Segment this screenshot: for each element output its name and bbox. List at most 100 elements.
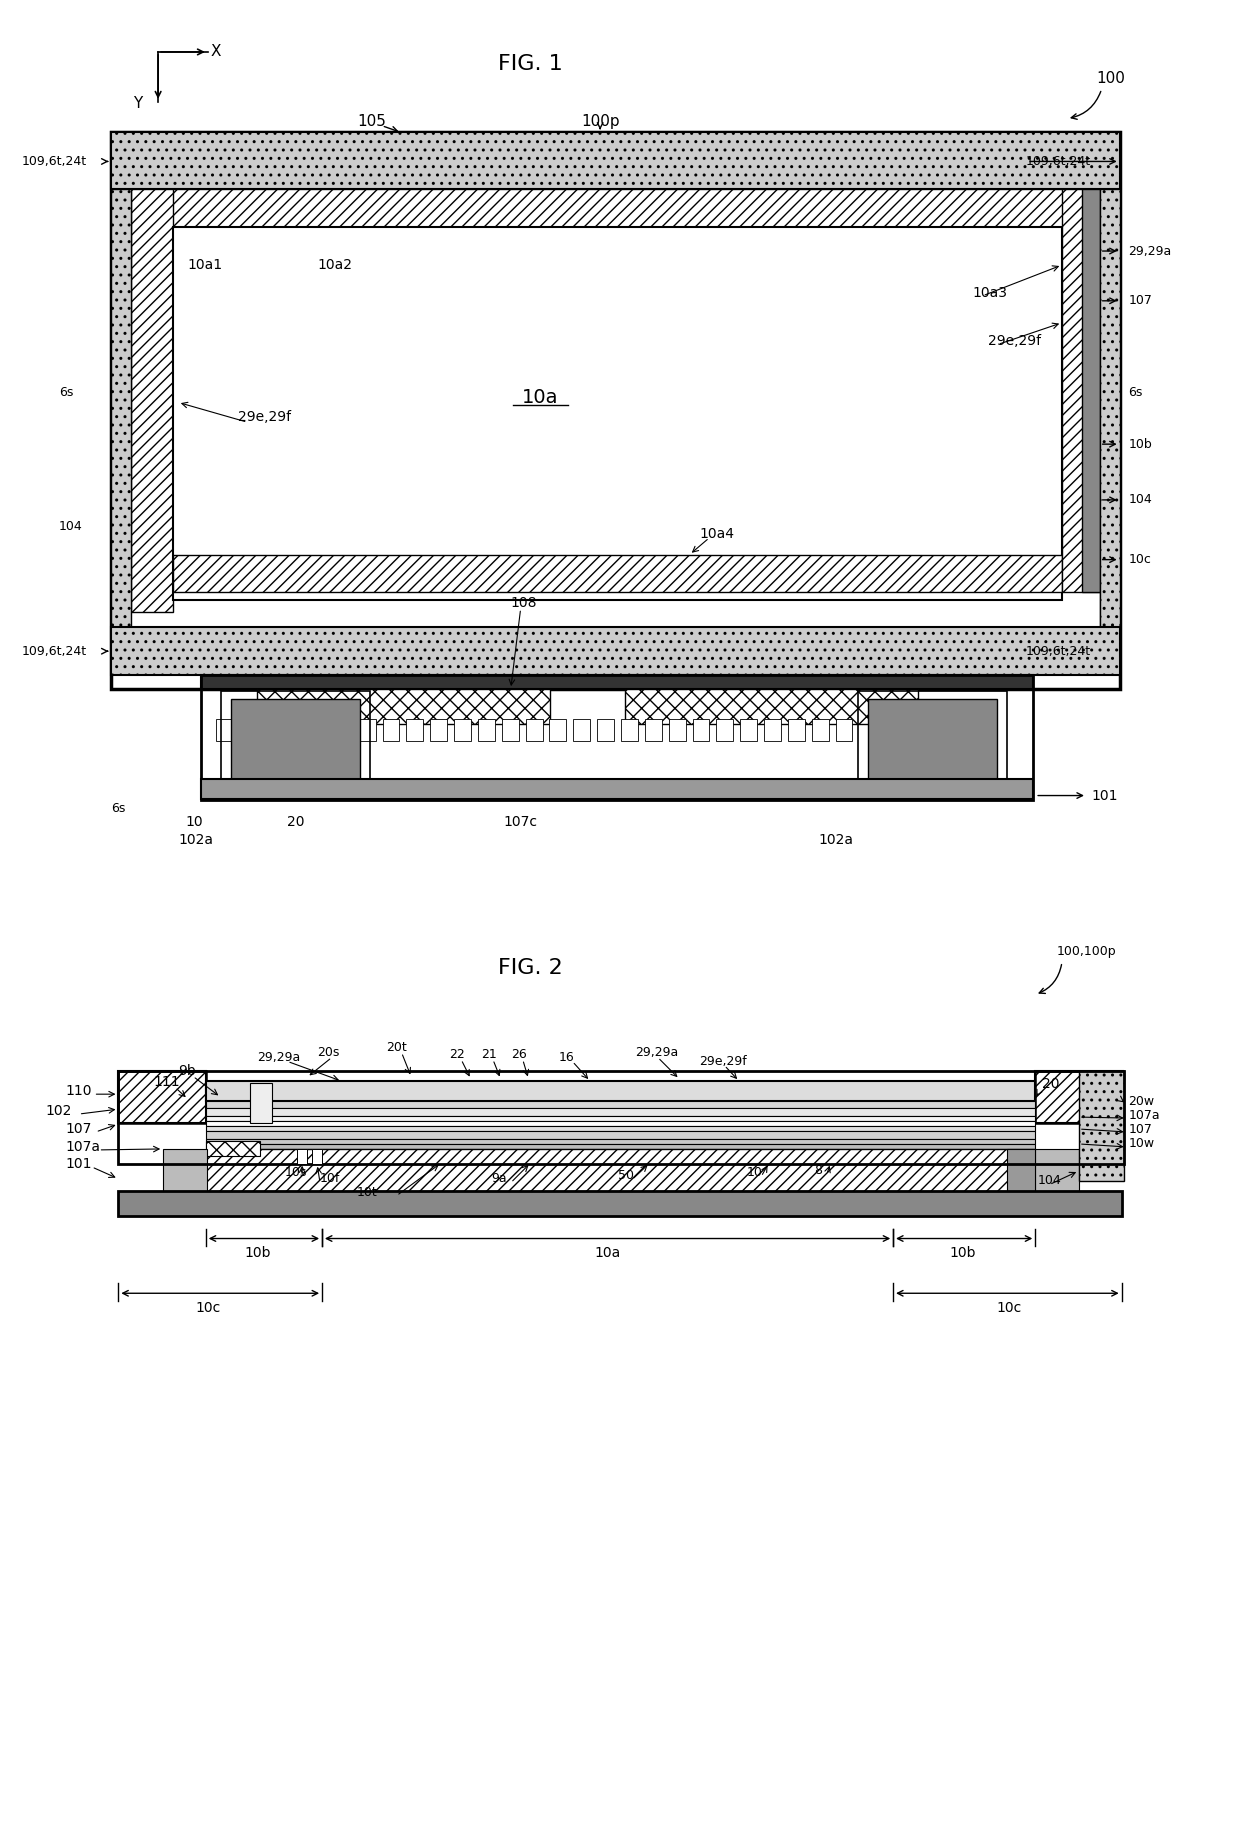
- Text: 10t: 10t: [357, 1186, 377, 1199]
- Text: 10: 10: [748, 1166, 763, 1179]
- Text: 109,6t,24t: 109,6t,24t: [1025, 645, 1090, 658]
- Text: 29,29a: 29,29a: [258, 1051, 301, 1064]
- Text: 10c: 10c: [997, 1302, 1022, 1314]
- Text: 20: 20: [288, 815, 305, 830]
- Text: 10b: 10b: [950, 1247, 976, 1261]
- Bar: [1007, 1150, 1035, 1190]
- Bar: [112, 132, 1120, 689]
- Text: 107a: 107a: [1128, 1108, 1161, 1122]
- Text: 29e,29f: 29e,29f: [238, 409, 290, 424]
- Bar: [858, 691, 1007, 790]
- Text: 107c: 107c: [503, 815, 538, 830]
- Bar: [206, 1144, 1035, 1150]
- Bar: [201, 675, 1033, 799]
- Bar: [740, 718, 758, 740]
- Text: 109,6t,24t: 109,6t,24t: [1025, 155, 1090, 168]
- Bar: [573, 718, 590, 740]
- Bar: [174, 554, 1061, 592]
- Bar: [250, 1084, 273, 1122]
- Text: 10c: 10c: [195, 1302, 221, 1314]
- Bar: [206, 1132, 1035, 1139]
- Bar: [311, 718, 327, 740]
- Text: 16: 16: [558, 1051, 574, 1064]
- Bar: [164, 1150, 207, 1190]
- Bar: [868, 698, 997, 782]
- Text: 10s: 10s: [284, 1166, 306, 1179]
- Bar: [206, 1141, 260, 1155]
- Text: 22: 22: [449, 1047, 465, 1060]
- Text: 102a: 102a: [179, 834, 213, 848]
- Bar: [231, 698, 360, 782]
- Text: 109,6t,24t: 109,6t,24t: [22, 645, 87, 658]
- Bar: [201, 779, 1033, 799]
- Text: 20t: 20t: [387, 1040, 407, 1055]
- Text: 10a4: 10a4: [699, 526, 734, 541]
- Bar: [112, 627, 1120, 675]
- Bar: [1100, 190, 1120, 627]
- Text: 6s: 6s: [58, 386, 73, 399]
- Bar: [549, 718, 567, 740]
- Bar: [526, 718, 543, 740]
- Bar: [787, 718, 805, 740]
- Bar: [206, 1126, 1035, 1132]
- Text: 10f: 10f: [320, 1172, 341, 1185]
- Text: 104: 104: [1037, 1174, 1061, 1186]
- Text: 20s: 20s: [317, 1046, 340, 1058]
- Text: 20w: 20w: [1128, 1095, 1154, 1108]
- Text: 107: 107: [1128, 294, 1152, 307]
- Bar: [1079, 1071, 1123, 1181]
- Bar: [1100, 190, 1120, 627]
- Text: 10: 10: [185, 815, 202, 830]
- Text: 107: 107: [1128, 1122, 1152, 1135]
- Text: Y: Y: [133, 97, 143, 112]
- Text: 8: 8: [813, 1164, 822, 1177]
- Text: 10b: 10b: [244, 1247, 270, 1261]
- Bar: [206, 1150, 1035, 1190]
- Text: 6s: 6s: [112, 802, 125, 815]
- Text: 102: 102: [46, 1104, 72, 1119]
- Text: 105: 105: [357, 113, 386, 130]
- Text: 29,29a: 29,29a: [1128, 245, 1172, 258]
- Bar: [502, 718, 518, 740]
- Bar: [118, 1071, 206, 1122]
- Bar: [206, 1139, 1035, 1144]
- Text: FIG. 1: FIG. 1: [498, 53, 563, 73]
- Text: 107a: 107a: [66, 1141, 100, 1153]
- Bar: [118, 1071, 206, 1122]
- Bar: [764, 718, 781, 740]
- Bar: [454, 718, 471, 740]
- Text: 110: 110: [66, 1084, 92, 1099]
- Text: 104: 104: [58, 521, 83, 534]
- Text: 9a: 9a: [491, 1172, 506, 1185]
- Bar: [112, 190, 131, 627]
- Text: 50: 50: [618, 1170, 634, 1183]
- Bar: [598, 718, 614, 740]
- Text: 10b: 10b: [1128, 437, 1152, 452]
- Bar: [668, 718, 686, 740]
- Bar: [812, 718, 828, 740]
- Bar: [1035, 1071, 1122, 1122]
- Bar: [206, 1080, 1035, 1100]
- Text: 20: 20: [1042, 1077, 1060, 1091]
- Bar: [836, 718, 852, 740]
- Bar: [239, 718, 257, 740]
- Bar: [206, 1108, 1035, 1117]
- Bar: [1035, 1150, 1079, 1190]
- Bar: [206, 1121, 1035, 1126]
- Text: 100p: 100p: [580, 113, 620, 130]
- Bar: [118, 1071, 1123, 1164]
- Bar: [1081, 190, 1100, 592]
- Text: 10c: 10c: [1128, 554, 1152, 567]
- Bar: [112, 132, 1120, 190]
- Text: 6s: 6s: [1128, 386, 1143, 399]
- Bar: [288, 718, 304, 740]
- Text: 10a3: 10a3: [972, 285, 1008, 300]
- Text: 101: 101: [66, 1157, 92, 1172]
- Text: 21: 21: [481, 1047, 497, 1060]
- Text: 10a: 10a: [594, 1247, 620, 1261]
- Bar: [335, 718, 352, 740]
- Text: 26: 26: [511, 1047, 527, 1060]
- Text: 29,29a: 29,29a: [635, 1046, 678, 1058]
- Bar: [645, 718, 662, 740]
- Bar: [477, 718, 495, 740]
